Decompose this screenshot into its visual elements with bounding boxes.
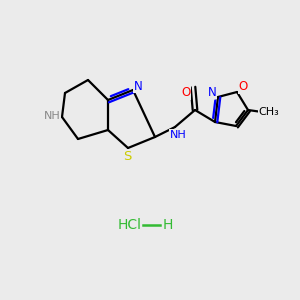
Text: S: S <box>123 149 131 163</box>
Text: N: N <box>134 80 142 92</box>
Text: N: N <box>208 85 216 98</box>
Text: HCl: HCl <box>118 218 142 232</box>
Text: CH₃: CH₃ <box>259 107 279 117</box>
Text: O: O <box>182 86 190 100</box>
Text: NH: NH <box>44 111 60 121</box>
Text: O: O <box>238 80 247 94</box>
Text: NH: NH <box>169 130 186 140</box>
Text: H: H <box>163 218 173 232</box>
